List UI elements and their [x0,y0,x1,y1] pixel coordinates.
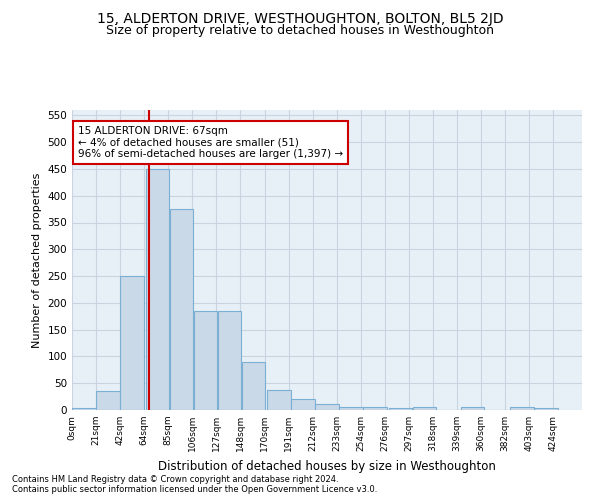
Bar [461,408,484,410]
Bar [121,276,144,410]
Bar [315,404,339,410]
Bar [97,391,120,410]
Bar [389,408,412,410]
Bar [170,209,193,410]
Bar [291,400,314,410]
Bar [534,408,557,410]
Bar [364,407,387,410]
Bar [242,362,265,410]
Text: Contains HM Land Registry data © Crown copyright and database right 2024.: Contains HM Land Registry data © Crown c… [12,475,338,484]
Y-axis label: Number of detached properties: Number of detached properties [32,172,42,348]
Text: 15, ALDERTON DRIVE, WESTHOUGHTON, BOLTON, BL5 2JD: 15, ALDERTON DRIVE, WESTHOUGHTON, BOLTON… [97,12,503,26]
Text: 15 ALDERTON DRIVE: 67sqm
← 4% of detached houses are smaller (51)
96% of semi-de: 15 ALDERTON DRIVE: 67sqm ← 4% of detache… [78,126,343,160]
Bar [194,311,217,410]
Bar [146,169,169,410]
Text: Size of property relative to detached houses in Westhoughton: Size of property relative to detached ho… [106,24,494,37]
Bar [218,311,241,410]
Text: Contains public sector information licensed under the Open Government Licence v3: Contains public sector information licen… [12,485,377,494]
Bar [340,407,363,410]
Bar [413,408,436,410]
Bar [72,408,96,410]
Bar [267,390,290,410]
X-axis label: Distribution of detached houses by size in Westhoughton: Distribution of detached houses by size … [158,460,496,472]
Bar [510,408,533,410]
